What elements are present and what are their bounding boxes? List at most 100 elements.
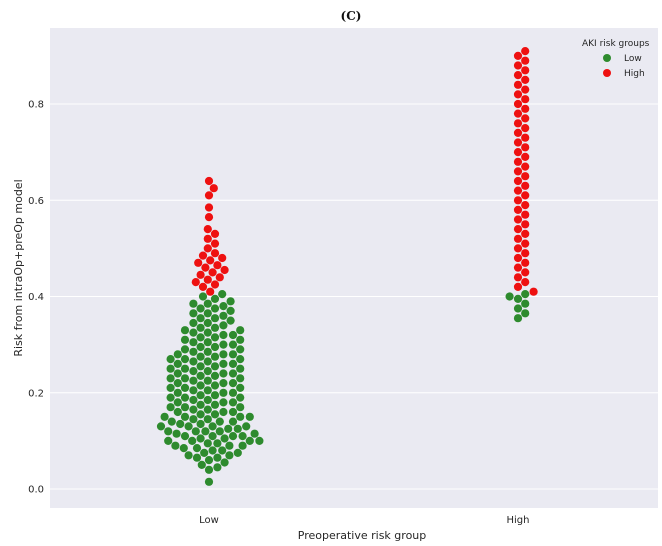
data-point (225, 441, 234, 450)
data-point (196, 362, 205, 371)
data-point (196, 419, 205, 429)
data-point (189, 415, 198, 424)
data-point (513, 109, 523, 118)
y-tick-label: 0.6 (28, 196, 44, 207)
data-point (172, 429, 181, 438)
data-point (203, 347, 212, 356)
data-point (209, 184, 218, 193)
data-point (521, 124, 530, 133)
data-points (156, 47, 538, 486)
data-point (238, 441, 247, 450)
data-point (189, 395, 198, 405)
data-point (208, 422, 217, 431)
data-point (184, 451, 193, 460)
data-point (189, 299, 198, 308)
data-point (236, 335, 245, 344)
data-point (180, 374, 190, 383)
data-point (521, 268, 530, 277)
data-point (513, 263, 523, 272)
data-point (210, 342, 220, 352)
y-tick-label: 0.0 (28, 485, 44, 496)
data-point (218, 253, 227, 263)
data-point (513, 244, 523, 253)
data-point (166, 364, 175, 373)
data-point (204, 176, 214, 186)
data-point (220, 458, 229, 467)
data-point (189, 318, 198, 328)
data-point (180, 432, 190, 441)
data-point (219, 407, 228, 417)
data-point (210, 391, 220, 400)
data-point (173, 369, 182, 378)
data-point (200, 448, 209, 457)
data-point (194, 258, 203, 267)
data-point (236, 383, 245, 392)
data-point (236, 393, 245, 402)
data-point (210, 381, 220, 390)
data-point (513, 294, 523, 303)
data-point (203, 244, 212, 253)
data-point (210, 352, 220, 361)
data-point (236, 326, 245, 335)
data-point (189, 347, 198, 356)
data-point (215, 273, 224, 282)
data-point (196, 352, 205, 361)
legend: AKI risk groups Low High (582, 39, 650, 79)
data-point (210, 304, 220, 313)
data-point (228, 388, 238, 397)
data-point (203, 225, 212, 234)
data-point (233, 424, 242, 433)
data-point (219, 330, 228, 340)
data-point (513, 167, 523, 176)
data-point (208, 268, 217, 277)
data-point (203, 299, 212, 308)
data-point (215, 417, 224, 426)
data-point (250, 429, 259, 438)
data-point (166, 393, 175, 402)
data-point (513, 304, 523, 313)
data-point (164, 436, 173, 445)
data-point (210, 239, 220, 248)
data-point (210, 400, 220, 409)
data-point (521, 181, 530, 190)
data-point (236, 355, 245, 364)
data-point (219, 302, 228, 311)
data-point (208, 432, 217, 441)
data-point (173, 350, 182, 359)
data-point (213, 463, 222, 472)
data-point (228, 369, 238, 378)
data-point (196, 381, 205, 390)
data-point (196, 371, 205, 380)
data-point (173, 359, 182, 368)
data-point (204, 465, 214, 474)
data-point (203, 234, 212, 243)
data-point (521, 239, 530, 248)
data-point (196, 314, 205, 323)
data-point (218, 290, 227, 299)
data-point (203, 439, 212, 448)
data-point (196, 323, 205, 332)
data-point (198, 251, 208, 260)
x-axis-label: Preoperative risk group (298, 529, 427, 542)
data-point (189, 338, 198, 347)
data-point (180, 345, 190, 354)
data-point (236, 403, 245, 412)
data-point (203, 338, 212, 347)
data-point (210, 294, 220, 303)
data-point (242, 422, 251, 431)
y-axis-label: Risk from intraOp+preOp model (12, 179, 25, 356)
data-point (513, 157, 523, 166)
data-point (206, 287, 215, 296)
data-point (166, 383, 175, 392)
data-point (521, 249, 530, 258)
data-point (180, 326, 190, 335)
data-point (245, 412, 254, 421)
data-point (255, 436, 264, 445)
data-point (210, 280, 220, 289)
data-point (188, 436, 197, 445)
data-point (206, 256, 215, 265)
data-point (210, 410, 220, 419)
data-point (167, 417, 176, 426)
data-point (196, 342, 205, 352)
